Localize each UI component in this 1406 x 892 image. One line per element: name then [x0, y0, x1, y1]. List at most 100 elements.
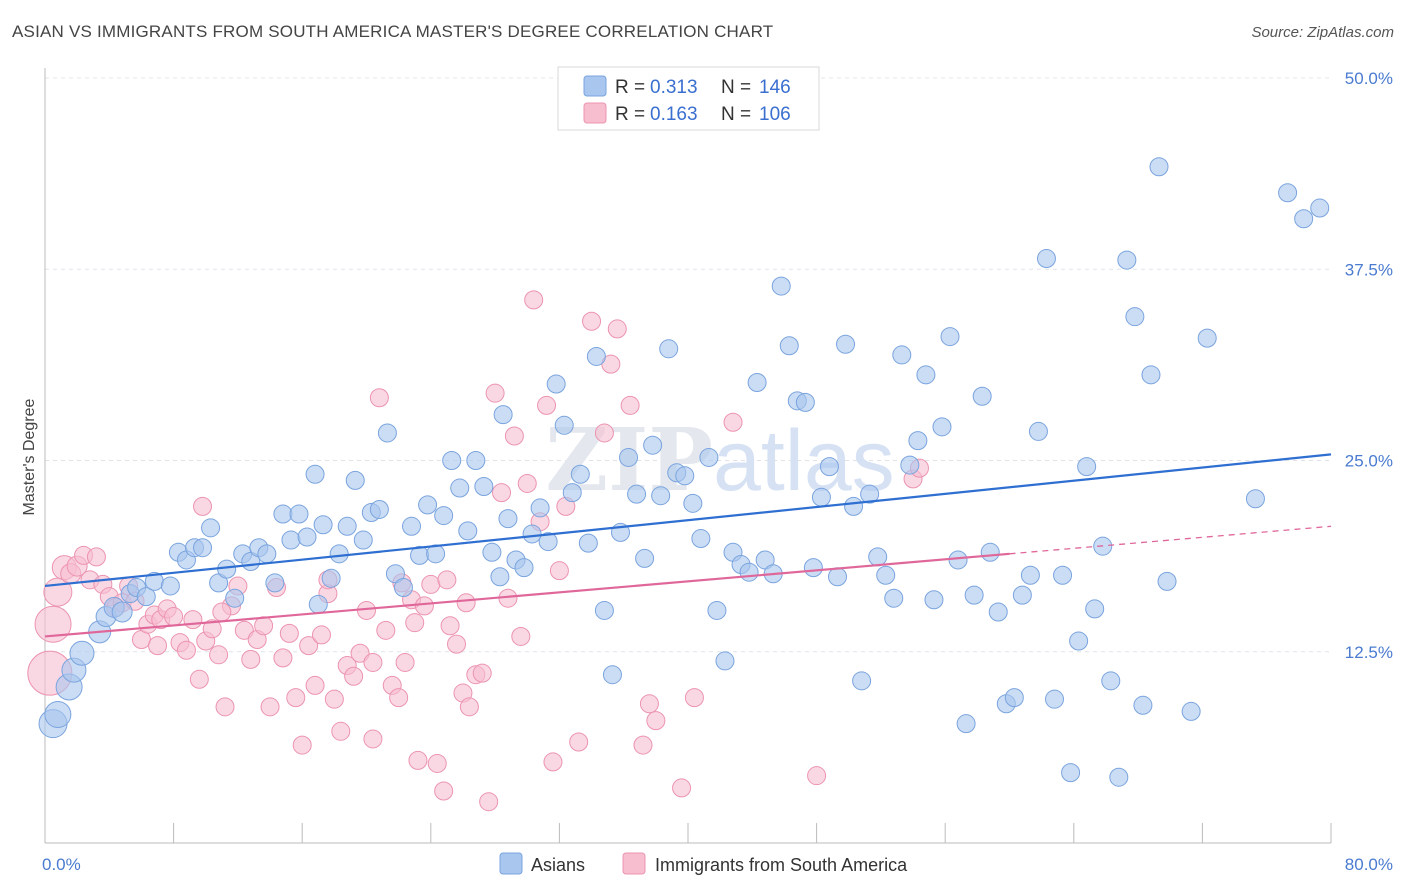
- point-immigrants-48: [344, 666, 364, 686]
- point-asians-57: [514, 558, 534, 578]
- point-immigrants-59: [414, 596, 434, 616]
- point-asians-118: [1004, 688, 1024, 708]
- point-asians-49: [450, 478, 470, 498]
- point-asians-105: [900, 455, 920, 475]
- point-asians-60: [538, 532, 558, 552]
- point-asians-127: [1077, 457, 1097, 477]
- point-immigrants-80: [549, 561, 569, 581]
- point-asians-81: [707, 600, 727, 620]
- point-immigrants-52: [369, 388, 389, 408]
- point-asians-116: [988, 602, 1008, 622]
- point-immigrants-74: [511, 626, 531, 646]
- point-asians-131: [1109, 767, 1129, 787]
- point-asians-58: [522, 524, 542, 544]
- point-asians-30: [297, 527, 317, 547]
- point-asians-140: [1245, 489, 1265, 509]
- y-tick-label-0: 12.5%: [1345, 643, 1393, 662]
- point-immigrants-37: [273, 648, 293, 668]
- point-immigrants-73: [504, 426, 524, 446]
- point-immigrants-87: [620, 395, 640, 415]
- point-asians-11: [136, 587, 156, 607]
- point-asians-78: [683, 493, 703, 513]
- point-asians-138: [1181, 701, 1201, 721]
- point-immigrants-93: [723, 412, 743, 432]
- point-asians-8: [111, 601, 133, 623]
- point-immigrants-42: [305, 675, 325, 695]
- point-asians-89: [771, 276, 791, 296]
- point-asians-135: [1141, 365, 1161, 385]
- point-asians-107: [916, 365, 936, 385]
- point-immigrants-92: [684, 688, 704, 708]
- point-asians-64: [570, 464, 590, 484]
- point-immigrants-79: [543, 752, 563, 772]
- point-immigrants-69: [479, 792, 499, 812]
- point-immigrants-91: [672, 778, 692, 798]
- point-asians-75: [659, 339, 679, 359]
- y-tick-label-2: 37.5%: [1345, 260, 1393, 279]
- point-asians-98: [844, 496, 864, 516]
- point-asians-144: [493, 405, 513, 425]
- point-immigrants-97: [193, 496, 213, 516]
- point-asians-126: [1069, 631, 1089, 651]
- point-immigrants-103: [363, 729, 383, 749]
- point-asians-86: [747, 372, 767, 392]
- point-asians-97: [836, 334, 856, 354]
- point-immigrants-102: [456, 593, 476, 613]
- legend-r-label-immigrants: R =: [615, 104, 645, 125]
- point-immigrants-89: [639, 694, 659, 714]
- point-asians-109: [932, 417, 952, 437]
- chart-title: ASIAN VS IMMIGRANTS FROM SOUTH AMERICA M…: [12, 22, 774, 41]
- point-asians-21: [225, 588, 245, 608]
- point-asians-122: [1036, 249, 1056, 269]
- point-immigrants-49: [350, 643, 370, 663]
- bottom-legend-swatch-asians: [499, 852, 523, 875]
- legend-r-value-immigrants: 0.163: [650, 104, 698, 125]
- point-asians-66: [586, 346, 606, 366]
- point-asians-35: [337, 516, 357, 536]
- point-asians-124: [1053, 565, 1073, 585]
- legend-swatch-immigrants: [583, 102, 607, 124]
- point-asians-132: [1117, 250, 1137, 270]
- trend-lines: [44, 453, 1332, 638]
- point-asians-82: [715, 651, 735, 671]
- y-axis-label: Master's Degree: [21, 398, 38, 515]
- x-tick-label-1: 80.0%: [1345, 855, 1393, 874]
- point-asians-29: [289, 504, 309, 524]
- point-immigrants-71: [492, 483, 512, 503]
- series-immigrants-from-south-america: [27, 290, 929, 812]
- point-immigrants-101: [437, 570, 457, 590]
- stats-legend: R = 0.313 N = 146 R = 0.163 N = 106: [557, 66, 820, 131]
- point-immigrants-86: [607, 319, 627, 339]
- point-immigrants-27: [209, 645, 229, 665]
- point-immigrants-40: [292, 735, 312, 755]
- point-asians-47: [434, 506, 454, 526]
- series-asians: [38, 157, 1330, 787]
- point-asians-96: [827, 567, 847, 587]
- point-asians-143: [1310, 198, 1330, 218]
- point-asians-1: [44, 700, 72, 728]
- point-asians-4: [69, 640, 95, 666]
- point-asians-70: [619, 447, 639, 467]
- point-asians-125: [1061, 763, 1081, 783]
- point-immigrants-53: [376, 620, 396, 640]
- point-immigrants-78: [537, 395, 557, 415]
- point-immigrants-62: [434, 781, 454, 801]
- legend-n-value-immigrants: 106: [759, 104, 791, 125]
- point-asians-20: [217, 559, 237, 579]
- point-asians-141: [1278, 183, 1298, 203]
- point-immigrants-41: [299, 636, 319, 656]
- point-asians-74: [651, 486, 671, 506]
- point-asians-68: [602, 665, 622, 685]
- point-asians-50: [458, 521, 478, 541]
- point-asians-95: [819, 457, 839, 477]
- point-asians-39: [369, 499, 389, 519]
- point-asians-134: [1133, 695, 1153, 715]
- trend-line-asians: [44, 453, 1332, 588]
- bottom-legend-label-immigrants: Immigrants from South America: [655, 855, 908, 875]
- x-tick-label-0: 0.0%: [42, 855, 81, 874]
- point-asians-142: [1294, 209, 1314, 229]
- point-asians-77: [675, 466, 695, 486]
- point-asians-52: [474, 477, 494, 497]
- point-asians-71: [627, 484, 647, 504]
- point-asians-93: [803, 558, 823, 578]
